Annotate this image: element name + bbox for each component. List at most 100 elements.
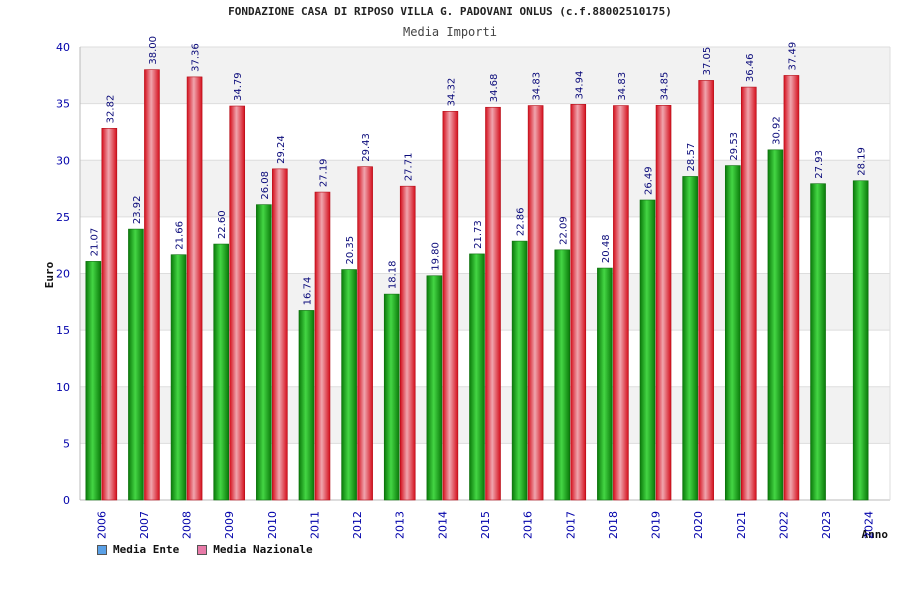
x-tick-label: 2015 <box>479 511 492 539</box>
y-tick-label: 35 <box>56 98 70 111</box>
bar-value-label: 34.32 <box>446 78 457 107</box>
bar-media-nazionale <box>357 166 373 501</box>
bar-media-nazionale <box>399 185 416 501</box>
bar-value-label: 26.49 <box>644 166 655 195</box>
legend-swatch-ente <box>97 544 107 555</box>
bar-value-label: 27.71 <box>404 153 415 182</box>
bar-media-ente <box>426 275 443 501</box>
x-tick-label: 2018 <box>607 511 620 539</box>
bar-value-label: 34.83 <box>532 72 543 101</box>
bar-media-ente <box>85 261 102 501</box>
x-tick-label: 2016 <box>522 511 535 539</box>
bar-value-label: 22.86 <box>516 207 527 236</box>
x-axis-title: Anno <box>862 528 889 541</box>
legend-label-nazionale: Media Nazionale <box>213 543 313 556</box>
bar-media-nazionale <box>613 105 629 501</box>
bar-media-ente <box>682 176 698 501</box>
x-tick-label: 2013 <box>394 511 407 539</box>
bars <box>85 69 869 501</box>
y-tick-label: 20 <box>56 268 70 281</box>
legend-item-ente: Media Ente <box>97 543 179 556</box>
x-tick-label: 2009 <box>223 511 236 539</box>
bar-value-label: 22.60 <box>217 210 228 239</box>
bar-media-ente <box>298 310 315 501</box>
bar-value-label: 20.35 <box>345 236 356 265</box>
x-tick-label: 2011 <box>308 511 321 539</box>
bar-media-nazionale <box>698 80 714 501</box>
y-tick-label: 25 <box>56 211 70 224</box>
legend: Media Ente Media Nazionale <box>97 543 313 556</box>
y-tick-label: 0 <box>63 494 70 507</box>
y-tick-label: 40 <box>56 41 70 54</box>
bar-media-nazionale <box>570 104 587 501</box>
bar-value-label: 18.18 <box>388 260 399 289</box>
bar-value-label: 29.24 <box>276 135 287 164</box>
bar-media-ente <box>767 149 784 501</box>
y-tick-label: 15 <box>56 324 70 337</box>
bar-value-label: 34.85 <box>660 72 671 101</box>
bar-value-label: 29.43 <box>361 133 372 162</box>
bar-value-label: 23.92 <box>132 195 143 224</box>
y-tick-label: 5 <box>63 437 70 450</box>
legend-label-ente: Media Ente <box>113 543 180 556</box>
bar-value-label: 36.46 <box>745 53 756 82</box>
legend-item-nazionale: Media Nazionale <box>197 543 313 556</box>
bar-value-label: 29.53 <box>729 132 740 161</box>
x-tick-label: 2019 <box>650 511 663 539</box>
bar-media-nazionale <box>485 106 501 501</box>
bar-value-label: 30.92 <box>771 116 782 145</box>
y-tick-label: 10 <box>56 381 70 394</box>
bar-media-ente <box>170 254 187 501</box>
y-tick-label: 30 <box>56 154 70 167</box>
bar-value-label: 34.68 <box>489 74 500 103</box>
bar-value-label: 27.93 <box>814 150 825 179</box>
bar-media-nazionale <box>229 105 246 501</box>
bar-media-ente <box>256 204 272 501</box>
bar-media-ente <box>554 249 571 501</box>
bar-value-label: 21.07 <box>89 228 100 257</box>
bar-value-label: 21.73 <box>473 220 484 249</box>
bar-value-label: 34.79 <box>233 72 244 101</box>
bar-media-nazionale <box>655 105 672 501</box>
bar-media-nazionale <box>272 168 288 501</box>
x-tick-label: 2021 <box>735 511 748 539</box>
bar-media-ente <box>511 240 528 501</box>
bar-media-nazionale <box>527 105 544 501</box>
x-tick-label: 2024 <box>863 511 876 539</box>
bar-value-label: 37.36 <box>191 43 202 72</box>
bar-media-ente <box>639 199 656 501</box>
bar-media-nazionale <box>101 128 118 501</box>
bar-value-label: 27.19 <box>318 158 329 187</box>
bar-value-label: 16.74 <box>302 277 313 306</box>
data-labels: 21.07 32.82 23.92 38.00 21.66 37.36 22.60 34.79… <box>89 36 867 305</box>
bar-media-nazionale <box>314 191 331 501</box>
bar-media-ente <box>597 267 613 501</box>
bar-media-ente <box>128 228 144 501</box>
bar-value-label: 28.19 <box>857 147 868 176</box>
x-tick-label: 2014 <box>436 511 449 539</box>
bar-value-label: 32.82 <box>105 95 116 124</box>
x-tick-label: 2006 <box>95 511 108 539</box>
bar-media-ente <box>213 243 230 501</box>
x-tick-label: 2008 <box>181 511 194 539</box>
bar-media-ente <box>810 183 826 501</box>
x-tick-label: 2020 <box>692 511 705 539</box>
x-tick-label: 2007 <box>138 511 151 539</box>
x-tick-label: 2022 <box>777 511 790 539</box>
bar-media-nazionale <box>186 76 203 501</box>
bar-media-ente <box>724 165 741 501</box>
bar-value-label: 34.94 <box>574 71 585 100</box>
bar-media-ente <box>852 180 869 501</box>
bar-value-label: 37.49 <box>787 42 798 71</box>
bar-value-label: 34.83 <box>617 72 628 101</box>
bar-media-ente <box>341 269 357 501</box>
x-tick-label: 2010 <box>266 511 279 539</box>
bar-value-label: 37.05 <box>702 47 713 76</box>
bar-value-label: 22.09 <box>558 216 569 245</box>
bar-media-ente <box>383 293 400 501</box>
y-axis-title: Euro <box>43 261 56 288</box>
bar-value-label: 28.57 <box>686 143 697 172</box>
bar-media-nazionale <box>144 69 160 501</box>
x-tick-label: 2023 <box>820 511 833 539</box>
